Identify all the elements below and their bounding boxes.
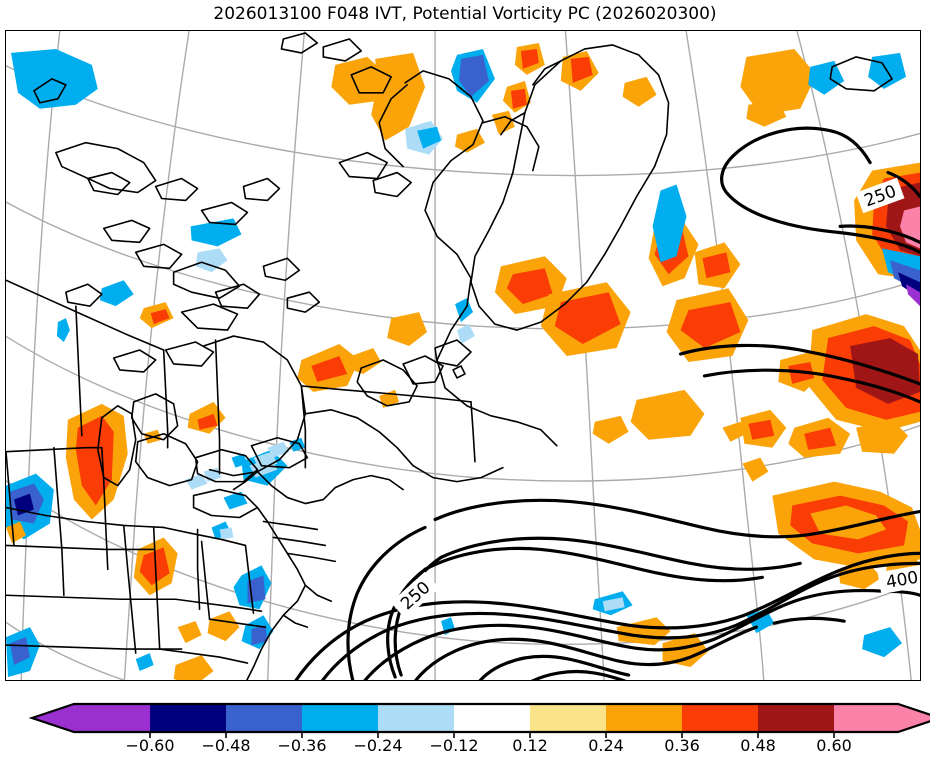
colorbar-tick-label-2: −0.36: [277, 736, 327, 755]
figure-title: 2026013100 F048 IVT, Potential Vorticity…: [213, 4, 717, 24]
colorbar-tick-label-6: 0.24: [588, 736, 624, 755]
colorbar-tick-label-8: 0.48: [740, 736, 776, 755]
colorbar-seg-6: [454, 704, 530, 732]
colorbar: −0.60 −0.48 −0.36 −0.24 −0.12 0.12 0.24 0.36 0.4…: [0, 698, 930, 762]
coastlines-layer: [6, 32, 893, 680]
colorbar-tick-label-5: 0.12: [512, 736, 548, 755]
colorbar-extend-low: [32, 704, 74, 732]
colorbar-tick-label-4: −0.12: [429, 736, 479, 755]
ivt-contours-layer: [294, 126, 920, 680]
colorbar-seg-1: [74, 704, 150, 732]
colorbar-canvas: [28, 702, 930, 738]
contour-labels: 250 250 400: [390, 177, 920, 619]
colorbar-segments: [32, 704, 930, 732]
colorbar-seg-4: [302, 704, 378, 732]
colorbar-tick-marks: [149, 732, 835, 738]
colorbar-seg-7: [530, 704, 606, 732]
colorbar-tick-label-1: −0.48: [201, 736, 251, 755]
map-canvas: 250 250 400: [6, 31, 920, 680]
colorbar-seg-2: [150, 704, 226, 732]
colorbar-seg-5: [378, 704, 454, 732]
colorbar-seg-8: [606, 704, 682, 732]
colorbar-seg-9: [682, 704, 758, 732]
colorbar-extend-high: [898, 704, 930, 732]
colorbar-seg-10: [758, 704, 834, 732]
colorbar-tick-label-3: −0.24: [353, 736, 403, 755]
map-panel: 250 250 400: [5, 30, 921, 681]
colorbar-seg-3: [226, 704, 302, 732]
colorbar-tick-label-0: −0.60: [125, 736, 175, 755]
colorbar-tick-label-7: 0.36: [664, 736, 700, 755]
colorbar-outline: [28, 702, 930, 734]
colorbar-seg-11: [834, 704, 898, 732]
colorbar-tick-label-9: 0.60: [816, 736, 852, 755]
colorbar-tick-labels: −0.60 −0.48 −0.36 −0.24 −0.12 0.12 0.24 0.36 0.4…: [0, 736, 930, 762]
